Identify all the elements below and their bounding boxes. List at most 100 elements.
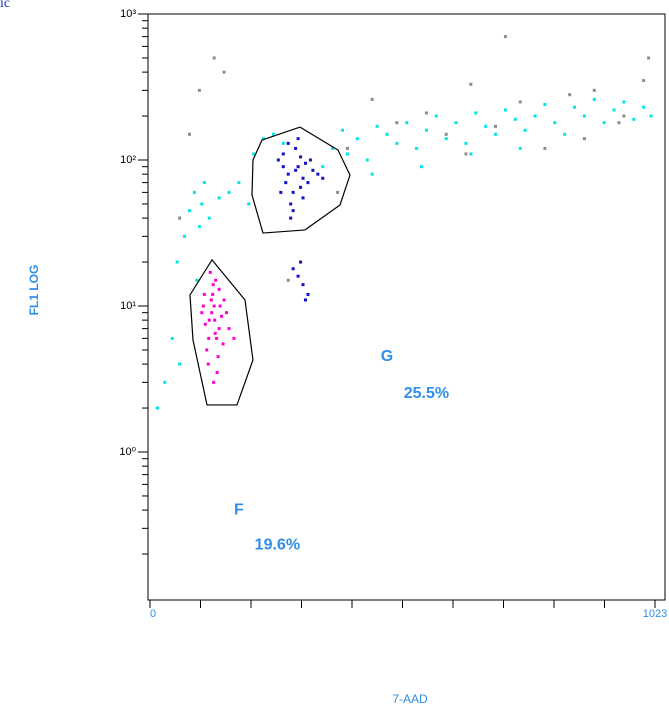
point <box>474 111 478 115</box>
point <box>170 336 174 340</box>
point <box>355 137 359 141</box>
gate <box>189 258 254 406</box>
point <box>252 152 256 156</box>
point <box>533 114 537 118</box>
point <box>563 132 567 136</box>
point <box>217 327 221 331</box>
point <box>296 165 300 169</box>
point <box>642 105 646 109</box>
point <box>649 114 653 118</box>
point <box>553 121 557 125</box>
annotation: F <box>234 501 244 518</box>
point <box>212 304 216 308</box>
point <box>200 311 204 315</box>
point <box>215 336 219 340</box>
point <box>395 121 399 125</box>
point <box>602 121 606 125</box>
point <box>299 155 303 159</box>
annotation: 25.5% <box>404 385 449 402</box>
point <box>622 114 626 118</box>
point <box>434 114 438 118</box>
annotation: 19.6% <box>255 536 300 553</box>
point <box>296 274 300 278</box>
point <box>192 190 196 194</box>
point <box>201 304 205 308</box>
point <box>503 35 507 39</box>
point <box>303 298 307 302</box>
point <box>247 202 251 206</box>
point <box>279 190 283 194</box>
point <box>205 348 209 352</box>
point <box>301 196 305 200</box>
point <box>202 181 206 185</box>
point <box>299 260 303 264</box>
point <box>209 298 213 302</box>
point <box>523 128 527 132</box>
point <box>573 105 577 109</box>
point <box>301 176 305 180</box>
point <box>296 137 300 141</box>
point <box>284 181 288 185</box>
point <box>415 146 419 150</box>
point <box>286 172 290 176</box>
point <box>220 314 224 318</box>
point <box>197 225 201 229</box>
point <box>281 165 285 169</box>
y-tick-label: 10² <box>120 154 136 166</box>
point <box>336 190 340 194</box>
point <box>227 190 231 194</box>
point <box>370 97 374 101</box>
point <box>592 97 596 101</box>
point <box>568 93 572 97</box>
point <box>370 172 374 176</box>
annotation: G <box>381 348 393 365</box>
point <box>503 108 507 112</box>
x-tick-label: 0 <box>150 608 156 620</box>
point <box>289 202 293 206</box>
point <box>543 102 547 106</box>
point <box>321 176 325 180</box>
point <box>200 202 204 206</box>
point <box>464 152 468 156</box>
point <box>518 146 522 150</box>
point <box>341 128 345 132</box>
point <box>207 336 211 340</box>
point <box>592 88 596 92</box>
point <box>291 267 295 271</box>
x-axis-label: 7-AAD <box>392 692 428 706</box>
point <box>303 161 307 165</box>
point <box>222 298 226 302</box>
point <box>582 137 586 141</box>
point <box>316 172 320 176</box>
point <box>424 128 428 132</box>
point <box>444 132 448 136</box>
point <box>202 292 206 296</box>
point <box>286 141 290 145</box>
point <box>294 168 298 172</box>
point <box>420 165 424 169</box>
point <box>222 70 226 74</box>
point <box>617 121 621 125</box>
point <box>211 283 215 287</box>
point <box>494 124 498 128</box>
point <box>291 190 295 194</box>
point <box>622 100 626 104</box>
point <box>647 56 651 60</box>
point <box>276 158 280 162</box>
point <box>375 124 379 128</box>
point <box>469 82 473 86</box>
y-tick-label: 10³ <box>120 8 136 20</box>
point <box>237 181 241 185</box>
point <box>281 152 285 156</box>
point <box>494 132 498 136</box>
y-tick-label: 10⁰ <box>119 446 136 458</box>
point <box>195 278 199 282</box>
point <box>212 56 216 60</box>
point <box>213 331 217 335</box>
point <box>217 196 221 200</box>
point <box>210 311 214 315</box>
point <box>281 141 285 145</box>
point <box>464 141 468 145</box>
point <box>163 380 167 384</box>
point <box>213 318 217 322</box>
